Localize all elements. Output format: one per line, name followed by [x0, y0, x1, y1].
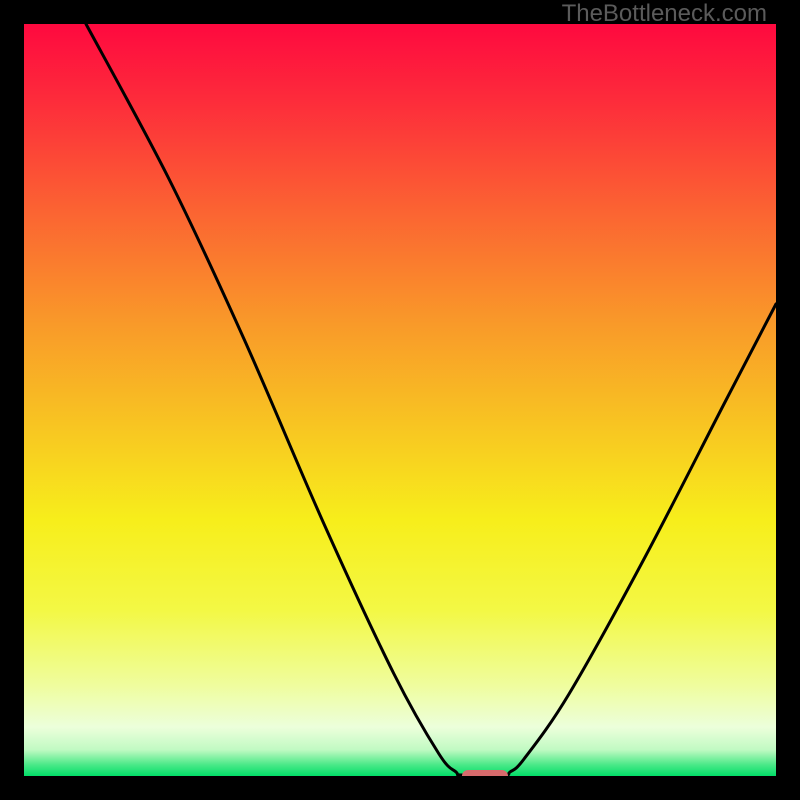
curve-svg	[24, 24, 776, 776]
plot-area	[24, 24, 776, 776]
bottom-marker	[462, 770, 508, 782]
v-curve	[86, 24, 776, 775]
watermark-text: TheBottleneck.com	[562, 0, 767, 28]
chart-container: TheBottleneck.com	[0, 0, 800, 800]
